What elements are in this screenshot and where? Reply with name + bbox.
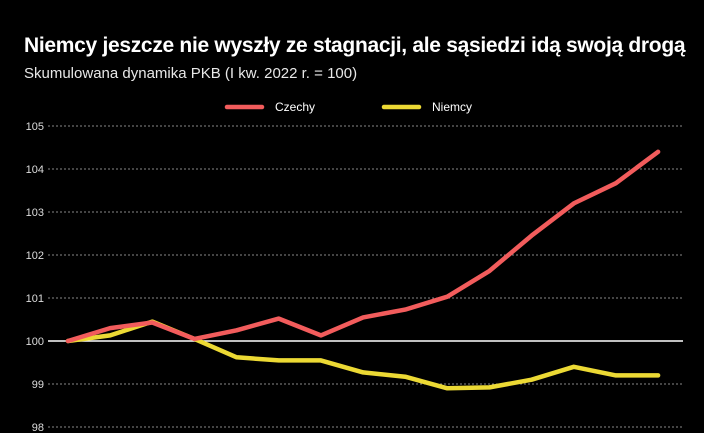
y-tick-label: 98 [32,422,44,433]
y-tick-label: 105 [26,121,44,133]
y-tick-label: 99 [32,379,44,391]
y-tick-label: 103 [26,207,44,219]
series-line-czechy [65,149,661,344]
y-tick-label: 101 [26,293,44,305]
y-tick-label: 102 [26,250,44,262]
chart-title: Niemcy jeszcze nie wyszły ze stagnacji, … [24,34,686,57]
legend-label-niemcy: Niemcy [432,100,472,114]
legend-label-czechy: Czechy [275,100,315,114]
y-tick-label: 100 [26,336,44,348]
series-line-niemcy [65,319,661,391]
chart-subtitle: Skumulowana dynamika PKB (I kw. 2022 r. … [24,65,358,82]
y-tick-label: 104 [26,164,44,176]
